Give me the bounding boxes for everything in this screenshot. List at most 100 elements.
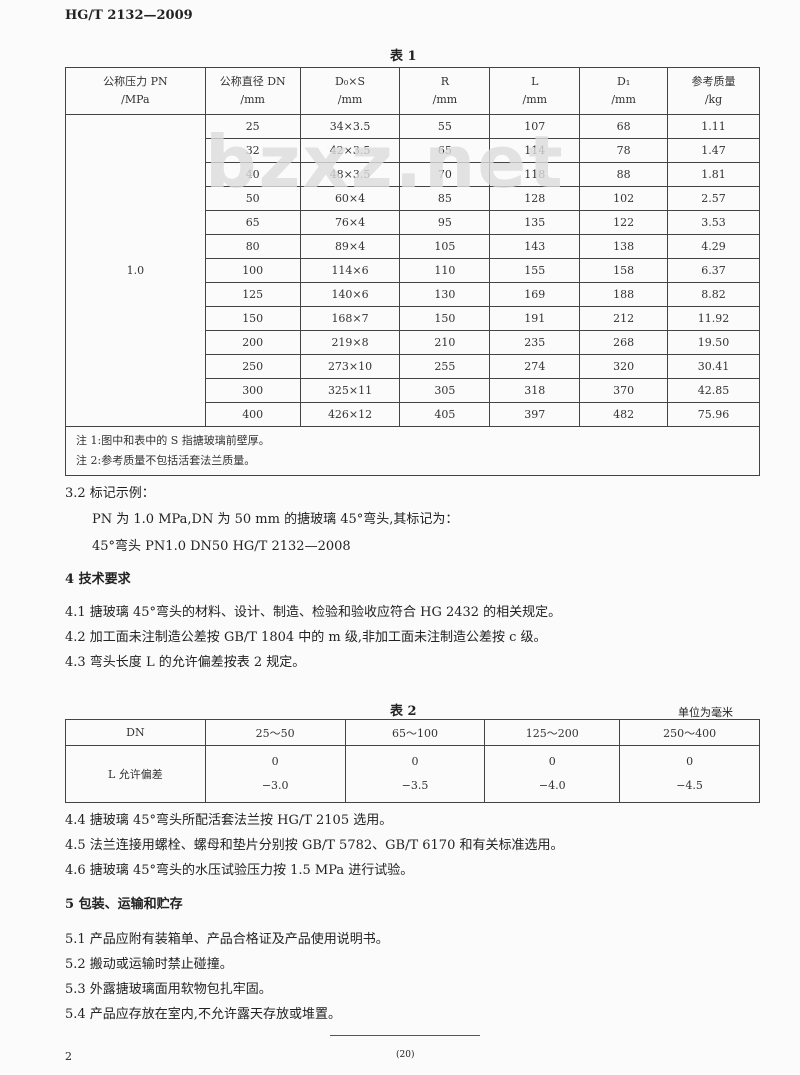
upper-deviation: 0 bbox=[548, 755, 556, 768]
table-cell: 268 bbox=[579, 330, 669, 355]
section-heading: 5 包装、运输和贮存 bbox=[65, 897, 183, 912]
table-cell: 11.92 bbox=[667, 306, 760, 331]
table-cell: 65 bbox=[399, 138, 491, 163]
table-cell: 48×3.5 bbox=[299, 162, 401, 187]
paragraph: 5.4 产品应存放在室内,不允许露天存放或堆置。 bbox=[65, 1007, 341, 1022]
header-row: 公称压力 PN /MPa 公称直径 DN /mm D₀×S /mm R /mm L /m… bbox=[65, 67, 760, 115]
paragraph: 4.3 弯头长度 L 的允许偏差按表 2 规定。 bbox=[65, 655, 306, 670]
table-cell: 255 bbox=[399, 354, 491, 379]
column-header: 250～400 bbox=[619, 719, 760, 746]
table-cell: 32 bbox=[204, 138, 301, 163]
table-cell: 102 bbox=[579, 186, 669, 211]
table-row: 65 76×4 95 135 122 3.53 bbox=[66, 210, 760, 235]
table-cell: 128 bbox=[489, 186, 581, 211]
tolerance-cell: 0 −3.0 bbox=[204, 745, 346, 803]
table-cell: 34×3.5 bbox=[299, 114, 401, 139]
table-cell: 370 bbox=[579, 378, 669, 403]
table-cell: 169 bbox=[489, 282, 581, 307]
column-header: R /mm bbox=[399, 67, 491, 115]
column-header: 25～50 bbox=[204, 719, 346, 746]
table-row: 100 114×6 110 155 158 6.37 bbox=[66, 258, 760, 283]
table-cell: 200 bbox=[204, 330, 301, 355]
table-cell: 318 bbox=[489, 378, 581, 403]
lower-deviation: −3.5 bbox=[401, 779, 429, 792]
column-header: 公称压力 PN /MPa bbox=[65, 67, 206, 115]
paragraph: 4.5 法兰连接用螺栓、螺母和垫片分别按 GB/T 5782、GB/T 6170… bbox=[65, 838, 564, 853]
table-cell: 80 bbox=[204, 234, 301, 259]
table-cell: 100 bbox=[204, 258, 301, 283]
table-cell: 118 bbox=[489, 162, 581, 187]
table-cell: 397 bbox=[489, 402, 581, 427]
table-cell: 140×6 bbox=[299, 282, 401, 307]
table-cell: 210 bbox=[399, 330, 491, 355]
column-header: 公称直径 DN /mm bbox=[204, 67, 301, 115]
table-2: DN 25～50 65～100 125～200 250～400 L 允许偏差 0 −3.0 0−… bbox=[65, 719, 760, 803]
section-heading: 4 技术要求 bbox=[65, 572, 131, 587]
table-cell: 400 bbox=[204, 402, 301, 427]
table-cell: 6.37 bbox=[667, 258, 760, 283]
watermark: bzxz.net bbox=[205, 120, 565, 204]
page-number: 2 bbox=[65, 1050, 72, 1063]
table-row: 200 219×8 210 235 268 19.50 bbox=[66, 330, 760, 355]
column-header: D₁ /mm bbox=[579, 67, 669, 115]
table-cell: 188 bbox=[579, 282, 669, 307]
table-cell: 19.50 bbox=[667, 330, 760, 355]
upper-deviation: 0 bbox=[411, 755, 419, 768]
paragraph: 3.2 标记示例： bbox=[65, 486, 155, 501]
table-cell: 76×4 bbox=[299, 210, 401, 235]
table-cell: 138 bbox=[579, 234, 669, 259]
column-header: 65～100 bbox=[344, 719, 486, 746]
table-cell: 150 bbox=[399, 306, 491, 331]
table-cell: 482 bbox=[579, 402, 669, 427]
column-header: 参考质量 /kg bbox=[667, 67, 760, 115]
tolerance-cell: 0 −4.5 bbox=[619, 745, 760, 803]
column-header: D₀×S /mm bbox=[299, 67, 401, 115]
paragraph: 5.2 搬动或运输时禁止碰撞。 bbox=[65, 957, 233, 972]
table-note: 注 2:参考质量不包括活套法兰质量。 bbox=[76, 454, 256, 467]
table-row: 150 168×7 150 191 212 11.92 bbox=[66, 306, 760, 331]
table-cell: 1.11 bbox=[667, 114, 760, 139]
table-cell: 89×4 bbox=[299, 234, 401, 259]
paragraph: 5.1 产品应附有装箱单、产品合格证及产品使用说明书。 bbox=[65, 932, 389, 947]
table-cell: 235 bbox=[489, 330, 581, 355]
table-cell: 426×12 bbox=[299, 402, 401, 427]
column-header: L /mm bbox=[489, 67, 581, 115]
header-row: DN 25～50 65～100 125～200 250～400 bbox=[65, 719, 760, 746]
table-cell: 42.85 bbox=[667, 378, 760, 403]
table-cell: 250 bbox=[204, 354, 301, 379]
paragraph: 4.4 搪玻璃 45°弯头所配活套法兰按 HG/T 2105 选用。 bbox=[65, 813, 393, 828]
table-cell: 85 bbox=[399, 186, 491, 211]
table-cell: 122 bbox=[579, 210, 669, 235]
table-cell: 68 bbox=[579, 114, 669, 139]
lower-deviation: −4.5 bbox=[676, 779, 703, 792]
table-cell: 135 bbox=[489, 210, 581, 235]
lower-deviation: −4.0 bbox=[538, 779, 566, 792]
tolerance-cell: 0 −3.5 bbox=[344, 745, 486, 803]
table-cell: 143 bbox=[489, 234, 581, 259]
table-row: 300 325×11 305 318 370 42.85 bbox=[66, 378, 760, 403]
table-cell: 125 bbox=[204, 282, 301, 307]
table-cell: 114×6 bbox=[299, 258, 401, 283]
pn-cell: 1.0 bbox=[65, 114, 206, 427]
table-cell: 88 bbox=[579, 162, 669, 187]
paragraph: 4.6 搪玻璃 45°弯头的水压试验压力按 1.5 MPa 进行试验。 bbox=[65, 863, 414, 878]
table-cell: 3.53 bbox=[667, 210, 760, 235]
lower-deviation: −3.0 bbox=[261, 779, 289, 792]
table2-title: 表 2 bbox=[390, 704, 417, 719]
table-cell: 30.41 bbox=[667, 354, 760, 379]
sub-page-number: (20) bbox=[396, 1050, 415, 1060]
column-header: DN bbox=[65, 719, 206, 746]
upper-deviation: 0 bbox=[686, 755, 694, 768]
paragraph: 45°弯头 PN1.0 DN50 HG/T 2132—2008 bbox=[92, 539, 351, 554]
table-cell: 320 bbox=[579, 354, 669, 379]
table-cell: 274 bbox=[489, 354, 581, 379]
table-cell: 300 bbox=[204, 378, 301, 403]
paragraph: 4.1 搪玻璃 45°弯头的材料、设计、制造、检验和验收应符合 HG 2432 … bbox=[65, 605, 562, 620]
table-cell: 212 bbox=[579, 306, 669, 331]
standard-number: HG/T 2132—2009 bbox=[65, 8, 193, 23]
paragraph: 5.3 外露搪玻璃面用软物包扎牢固。 bbox=[65, 982, 272, 997]
table-cell: 110 bbox=[399, 258, 491, 283]
table-cell: 405 bbox=[399, 402, 491, 427]
table-cell: 78 bbox=[579, 138, 669, 163]
table-cell: 325×11 bbox=[299, 378, 401, 403]
